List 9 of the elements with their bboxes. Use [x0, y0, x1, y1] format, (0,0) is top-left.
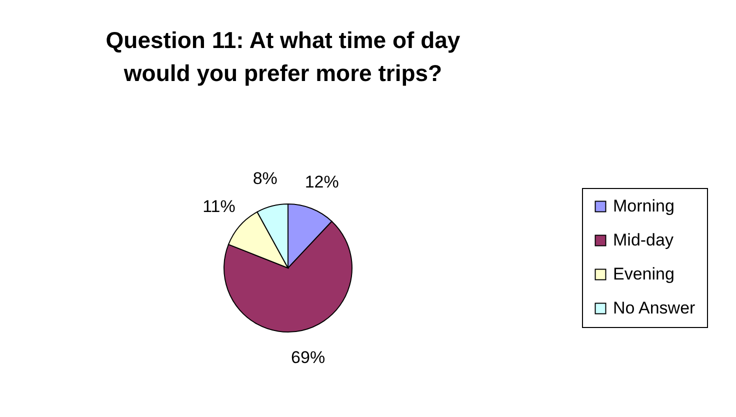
data-label: 12% — [304, 172, 339, 192]
data-label: 11% — [202, 197, 236, 216]
legend-label: No Answer — [613, 298, 696, 318]
legend-label: Mid-day — [613, 230, 674, 250]
legend-label: Evening — [613, 264, 674, 284]
chart-title: Question 11: At what time of day would you prefer more trips? — [106, 27, 460, 86]
data-label: 69% — [291, 348, 326, 367]
legend-label: Morning — [613, 196, 674, 216]
data-label: 8% — [252, 168, 278, 188]
